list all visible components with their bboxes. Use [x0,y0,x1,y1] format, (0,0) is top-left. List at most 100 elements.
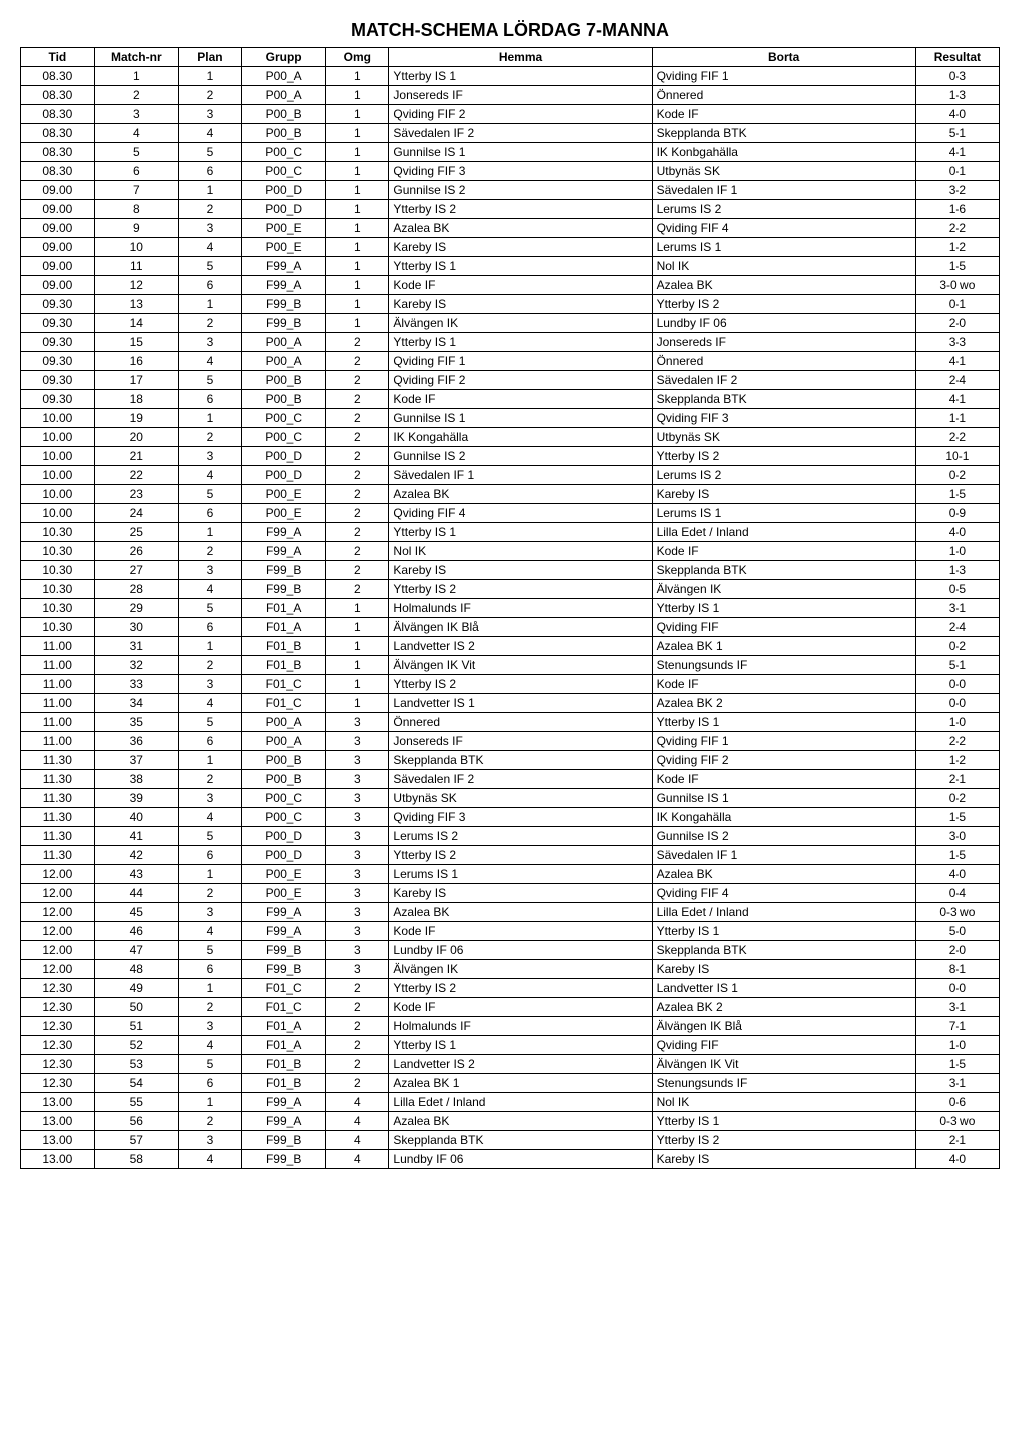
table-cell: 3 [326,789,389,808]
table-cell: 3-1 [915,998,999,1017]
table-cell: Lundby IF 06 [389,1150,652,1169]
table-cell: Nol IK [652,257,915,276]
table-cell: F01_B [242,1074,326,1093]
table-cell: 2-4 [915,371,999,390]
table-cell: 11.00 [21,732,95,751]
table-cell: F99_B [242,314,326,333]
table-cell: Azalea BK 1 [652,637,915,656]
table-row: 08.3044P00_B1Sävedalen IF 2Skepplanda BT… [21,124,1000,143]
table-cell: 0-3 wo [915,903,999,922]
table-cell: Älvängen IK [389,314,652,333]
table-cell: 11.30 [21,846,95,865]
table-cell: 3 [326,922,389,941]
table-cell: 5 [178,1055,241,1074]
table-cell: 2 [94,86,178,105]
table-cell: 40 [94,808,178,827]
table-cell: 09.00 [21,257,95,276]
table-cell: 1-2 [915,751,999,770]
table-cell: P00_C [242,789,326,808]
table-cell: 1 [326,637,389,656]
table-cell: 1 [178,181,241,200]
table-cell: Utbynäs SK [389,789,652,808]
table-cell: 09.30 [21,295,95,314]
table-cell: 0-1 [915,295,999,314]
table-cell: 4 [178,808,241,827]
table-cell: 2 [326,352,389,371]
table-cell: 12.30 [21,1036,95,1055]
table-cell: 28 [94,580,178,599]
table-cell: Landvetter IS 2 [389,1055,652,1074]
table-cell: 2 [326,1055,389,1074]
table-cell: 2 [326,561,389,580]
table-cell: 2 [326,580,389,599]
table-cell: Kode IF [389,276,652,295]
table-cell: P00_D [242,466,326,485]
table-cell: F01_C [242,998,326,1017]
table-cell: 9 [94,219,178,238]
table-row: 10.00235P00_E2Azalea BKKareby IS1-5 [21,485,1000,504]
table-cell: Sävedalen IF 2 [389,770,652,789]
table-cell: Nol IK [389,542,652,561]
page-title: MATCH-SCHEMA LÖRDAG 7-MANNA [20,20,1000,41]
table-cell: 0-3 [915,67,999,86]
table-cell: P00_B [242,371,326,390]
table-cell: 1 [326,618,389,637]
table-cell: F01_A [242,618,326,637]
table-cell: 4 [178,466,241,485]
table-cell: F99_A [242,523,326,542]
table-cell: 2 [326,998,389,1017]
table-cell: 12.30 [21,1017,95,1036]
table-cell: Utbynäs SK [652,162,915,181]
table-cell: 1-5 [915,808,999,827]
table-cell: F99_B [242,1150,326,1169]
table-row: 12.00464F99_A3Kode IFYtterby IS 15-0 [21,922,1000,941]
table-cell: Kode IF [652,542,915,561]
table-cell: 11.30 [21,770,95,789]
table-cell: P00_B [242,751,326,770]
table-cell: F01_C [242,694,326,713]
table-row: 12.30502F01_C2Kode IFAzalea BK 23-1 [21,998,1000,1017]
table-cell: 30 [94,618,178,637]
table-cell: 2 [326,1036,389,1055]
table-cell: 6 [178,504,241,523]
table-cell: IK Konbgahälla [652,143,915,162]
table-cell: Älvängen IK [652,580,915,599]
table-cell: 3 [178,1131,241,1150]
table-row: 10.00224P00_D2Sävedalen IF 1Lerums IS 20… [21,466,1000,485]
table-cell: 2 [178,884,241,903]
table-cell: 32 [94,656,178,675]
table-cell: F99_B [242,1131,326,1150]
table-cell: Kode IF [389,998,652,1017]
table-row: 12.00442P00_E3Kareby ISQviding FIF 40-4 [21,884,1000,903]
table-cell: 12.30 [21,1055,95,1074]
table-row: 10.30262F99_A2Nol IKKode IF1-0 [21,542,1000,561]
table-cell: Kode IF [652,770,915,789]
table-cell: 09.00 [21,200,95,219]
table-cell: P00_D [242,846,326,865]
table-cell: 6 [94,162,178,181]
table-cell: 10.00 [21,485,95,504]
table-cell: 3 [326,865,389,884]
table-cell: 0-0 [915,979,999,998]
table-cell: 24 [94,504,178,523]
table-cell: 2 [178,998,241,1017]
table-row: 10.00202P00_C2IK KongahällaUtbynäs SK2-2 [21,428,1000,447]
table-row: 10.30284F99_B2Ytterby IS 2Älvängen IK0-5 [21,580,1000,599]
table-cell: 2 [326,371,389,390]
table-cell: 09.00 [21,276,95,295]
table-cell: 52 [94,1036,178,1055]
table-row: 12.00486F99_B3Älvängen IKKareby IS8-1 [21,960,1000,979]
table-cell: Ytterby IS 2 [389,675,652,694]
table-cell: 44 [94,884,178,903]
table-cell: 1-0 [915,542,999,561]
table-cell: 12.30 [21,998,95,1017]
table-cell: 6 [178,1074,241,1093]
table-row: 13.00573F99_B4Skepplanda BTKYtterby IS 2… [21,1131,1000,1150]
table-cell: 4-0 [915,865,999,884]
table-cell: Kareby IS [389,295,652,314]
table-cell: Qviding FIF [652,1036,915,1055]
table-cell: 4 [326,1112,389,1131]
table-cell: Ytterby IS 2 [389,200,652,219]
table-cell: 1-3 [915,86,999,105]
table-cell: Skepplanda BTK [652,941,915,960]
